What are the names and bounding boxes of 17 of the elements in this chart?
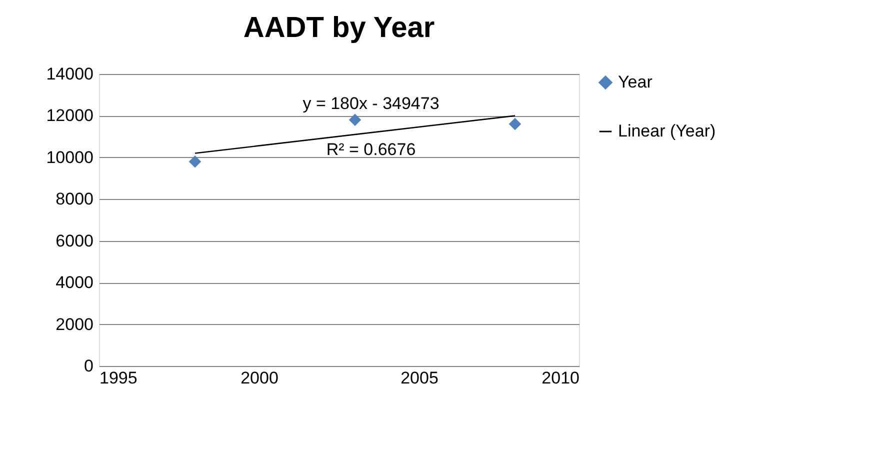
y-tick-label: 12000 [46, 106, 94, 126]
y-tick-label: 10000 [46, 148, 94, 167]
y-tick-label: 0 [84, 356, 94, 376]
y-tick-label: 4000 [56, 273, 94, 292]
annotation: y = 180x - 349473 [302, 94, 440, 113]
legend-label: Year [618, 72, 653, 92]
y-tick-label: 6000 [56, 231, 94, 250]
chart-title: AADT by Year [243, 12, 435, 44]
x-tick-label: 1995 [100, 368, 138, 388]
x-tick-label: 2000 [240, 368, 278, 388]
y-tick-label: 14000 [46, 64, 94, 84]
annotation: R² = 0.6676 [326, 140, 416, 159]
x-tick-label: 2010 [542, 368, 580, 388]
x-tick-label: 2005 [400, 368, 438, 388]
legend-label: Linear (Year) [618, 122, 716, 140]
y-tick-label: 2000 [56, 314, 94, 334]
y-tick-label: 8000 [56, 190, 94, 209]
